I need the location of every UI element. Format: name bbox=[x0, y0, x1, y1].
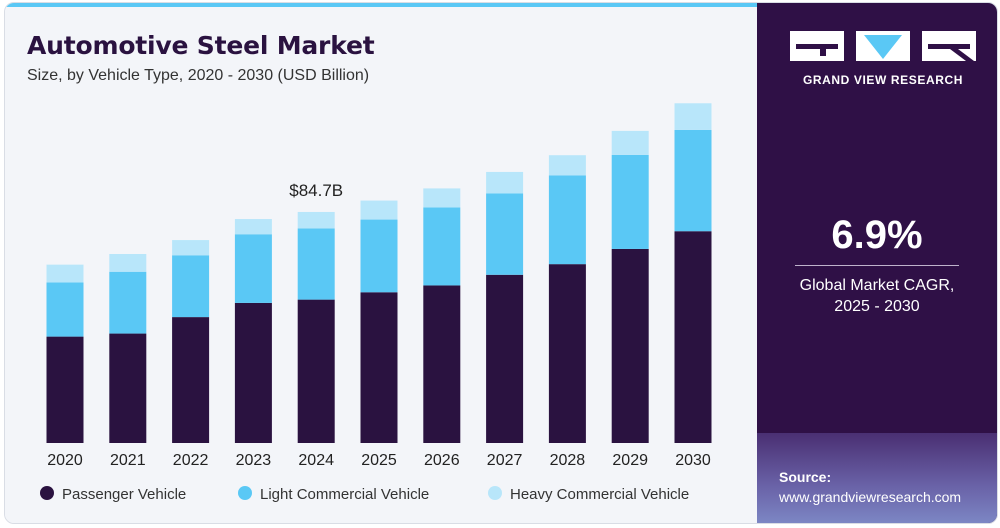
stacked-bar-chart: 2020 2021 2022 2023 2024 2025 2026 2027 2028 2029… bbox=[40, 103, 712, 503]
bar-2029-series-2 bbox=[611, 130, 649, 155]
x-tick-2025: 2025 bbox=[361, 452, 397, 469]
brand-name: GRAND VIEW RESEARCH bbox=[802, 73, 964, 87]
bar-2030-series-0 bbox=[674, 231, 712, 443]
bar-2020-series-1 bbox=[46, 282, 84, 337]
cagr-label: Global Market CAGR, 2025 - 2030 bbox=[757, 275, 997, 317]
data-label-2024: $84.7B bbox=[289, 181, 343, 200]
x-tick-2024: 2024 bbox=[298, 452, 334, 469]
bar-2029-series-1 bbox=[611, 154, 649, 249]
bar-2027-series-1 bbox=[486, 193, 524, 275]
top-accent-bar bbox=[5, 3, 757, 7]
bar-2024-series-1 bbox=[297, 228, 335, 300]
bar-2022-series-0 bbox=[172, 317, 210, 443]
legend-marker-0 bbox=[40, 486, 54, 500]
bar-2026-series-1 bbox=[423, 207, 461, 286]
infographic-card: Automotive Steel Market Size, by Vehicle… bbox=[4, 2, 998, 524]
bars-group bbox=[46, 103, 712, 443]
bar-2022-series-1 bbox=[172, 255, 210, 318]
bar-2030-series-2 bbox=[674, 103, 712, 130]
x-tick-2026: 2026 bbox=[424, 452, 460, 469]
annotations: $84.7B bbox=[289, 181, 343, 200]
brand-sidebar: GRAND VIEW RESEARCH 6.9% Global Market C… bbox=[757, 3, 997, 523]
x-tick-2030: 2030 bbox=[675, 452, 711, 469]
x-tick-2022: 2022 bbox=[173, 452, 209, 469]
chart-subtitle: Size, by Vehicle Type, 2020 - 2030 (USD … bbox=[27, 67, 370, 84]
bar-2024-series-0 bbox=[297, 299, 335, 443]
cagr-label-line-2: 2025 - 2030 bbox=[834, 298, 920, 315]
bar-2028-series-1 bbox=[548, 175, 586, 265]
x-tick-2028: 2028 bbox=[550, 452, 586, 469]
bar-2028-series-0 bbox=[548, 264, 586, 443]
cagr-label-line-1: Global Market CAGR, bbox=[799, 277, 955, 294]
bar-2027-series-2 bbox=[486, 171, 524, 194]
legend-marker-1 bbox=[238, 486, 252, 500]
bar-2029-series-0 bbox=[611, 248, 649, 443]
grand-view-research-logo bbox=[790, 31, 976, 61]
bar-2025-series-2 bbox=[360, 200, 398, 220]
x-tick-2020: 2020 bbox=[47, 452, 83, 469]
chart-title: Automotive Steel Market bbox=[27, 31, 375, 60]
bar-2022-series-2 bbox=[172, 240, 210, 256]
x-tick-2021: 2021 bbox=[110, 452, 146, 469]
bar-2021-series-2 bbox=[109, 254, 147, 272]
bar-2025-series-0 bbox=[360, 292, 398, 443]
source-url[interactable]: www.grandviewresearch.com bbox=[779, 489, 962, 505]
chart-panel: Automotive Steel Market Size, by Vehicle… bbox=[5, 3, 757, 523]
x-tick-2023: 2023 bbox=[236, 452, 272, 469]
legend-label-2: Heavy Commercial Vehicle bbox=[510, 486, 689, 503]
source-box: Source: www.grandviewresearch.com bbox=[757, 433, 997, 523]
bar-2027-series-0 bbox=[486, 274, 524, 443]
bar-2020-series-2 bbox=[46, 264, 84, 283]
bar-2021-series-1 bbox=[109, 271, 147, 334]
bar-2024-series-2 bbox=[297, 211, 335, 229]
source-label: Source: bbox=[779, 469, 832, 485]
bar-2030-series-1 bbox=[674, 129, 712, 232]
bar-2023-series-0 bbox=[234, 302, 272, 443]
bar-2028-series-2 bbox=[548, 155, 586, 176]
x-tick-2029: 2029 bbox=[612, 452, 648, 469]
cagr-value: 6.9% bbox=[831, 213, 923, 257]
bar-2025-series-1 bbox=[360, 219, 398, 293]
legend: Passenger Vehicle Light Commercial Vehicl… bbox=[40, 486, 689, 503]
divider bbox=[795, 265, 959, 266]
bar-2023-series-2 bbox=[234, 219, 272, 235]
x-tick-labels: 2020 2021 2022 2023 2024 2025 2026 2027 2028 2029… bbox=[47, 452, 711, 469]
legend-marker-2 bbox=[488, 486, 502, 500]
bar-2020-series-0 bbox=[46, 336, 84, 443]
x-tick-2027: 2027 bbox=[487, 452, 523, 469]
legend-label-0: Passenger Vehicle bbox=[62, 486, 186, 503]
bar-2026-series-0 bbox=[423, 285, 461, 443]
bar-2026-series-2 bbox=[423, 188, 461, 208]
legend-label-1: Light Commercial Vehicle bbox=[260, 486, 429, 503]
bar-2021-series-0 bbox=[109, 333, 147, 443]
bar-2023-series-1 bbox=[234, 234, 272, 303]
